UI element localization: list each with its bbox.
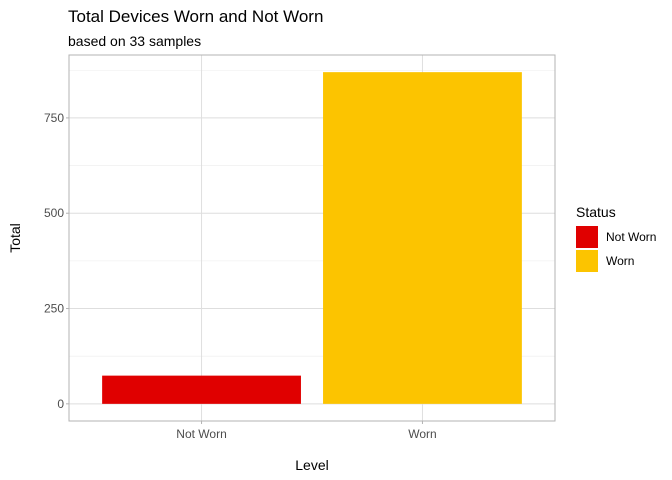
y-tick-label: 500 [44,206,64,220]
chart-subtitle: based on 33 samples [68,33,201,49]
x-tick-label: Worn [408,427,436,441]
plot-area [68,54,556,422]
y-tick-label: 0 [57,397,64,411]
y-axis-ticks: 0 250 500 750 [44,111,69,411]
legend-swatch [576,226,598,248]
plot-border [68,54,556,422]
legend: Status Not Worn Worn [576,204,656,272]
legend-label: Not Worn [606,230,656,244]
y-tick-label: 750 [44,111,64,125]
x-tick-label: Not Worn [176,427,226,441]
x-axis-title: Level [295,457,328,473]
y-tick-label: 250 [44,302,64,316]
bars [102,72,522,404]
bar-worn [323,72,522,404]
chart-title: Total Devices Worn and Not Worn [68,7,323,26]
x-axis-ticks: Not Worn Worn [176,421,437,441]
legend-swatch [576,250,598,272]
legend-label: Worn [606,254,634,268]
bar-not-worn [102,375,301,404]
y-axis-title: Total [7,223,23,253]
legend-title: Status [576,204,616,220]
